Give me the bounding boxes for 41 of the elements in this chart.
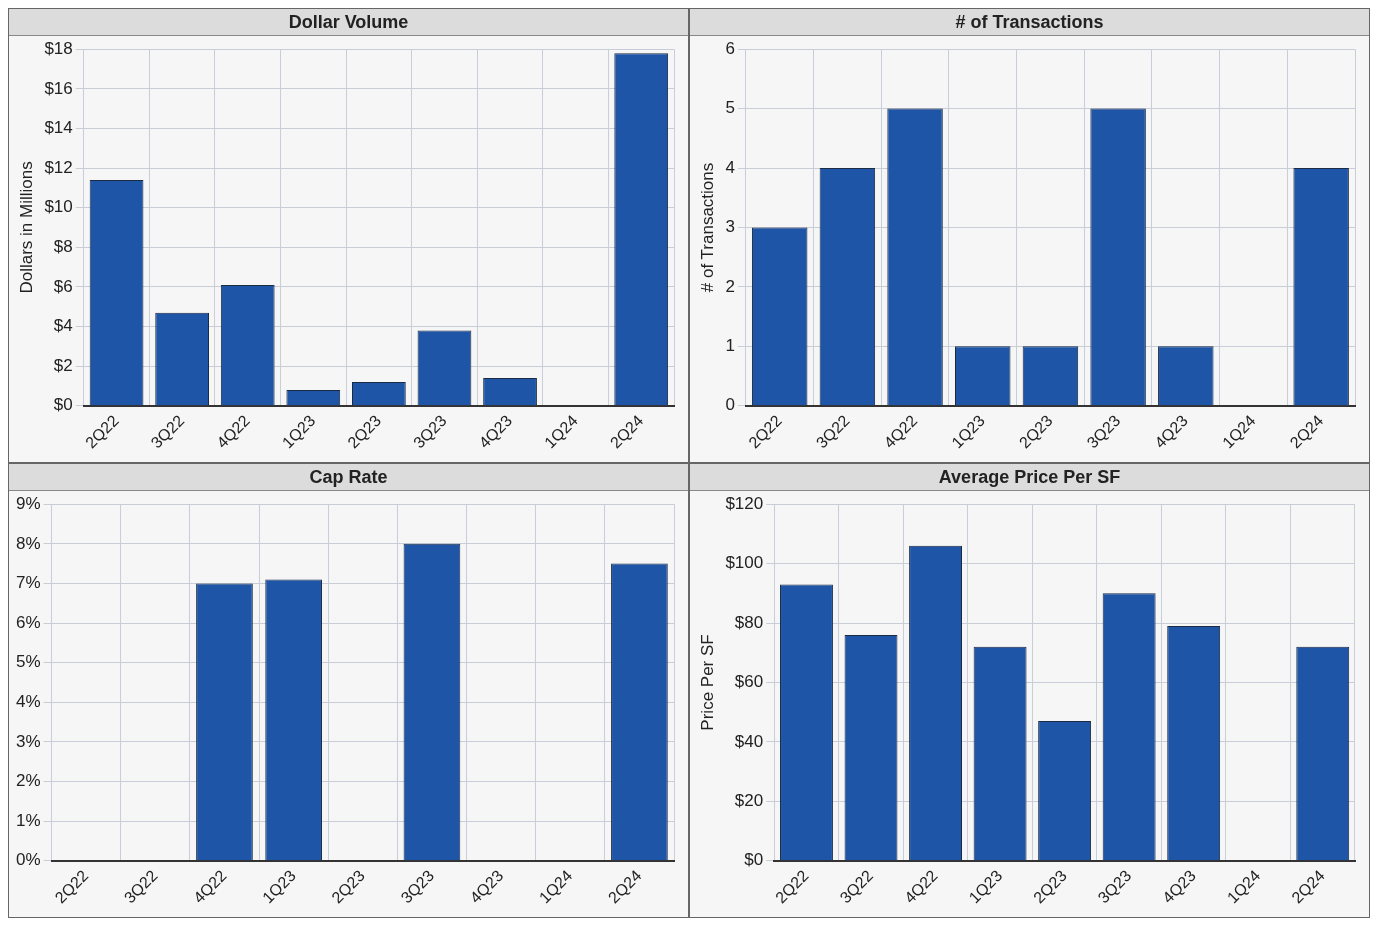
y-axis-title: Price Per SF xyxy=(697,634,717,731)
y-tick-label: $4 xyxy=(53,316,73,336)
y-axis-title: Dollars in Millions xyxy=(16,161,36,294)
y-tick-label: 2% xyxy=(15,771,41,791)
y-tick-label: 6 xyxy=(725,38,735,58)
y-tick-label: $16 xyxy=(44,78,73,98)
y-tick-label: $60 xyxy=(734,672,764,692)
y-tick-label: $20 xyxy=(734,791,764,811)
y-axis-title: # of Transactions xyxy=(697,162,717,293)
y-tick-label: 7% xyxy=(15,573,41,593)
chart-title: Average Price Per SF xyxy=(690,464,1369,491)
chart-title: Dollar Volume xyxy=(9,9,688,36)
y-tick-label: 1 xyxy=(725,336,735,356)
y-tick-label: 0 xyxy=(725,395,735,415)
y-tick-label: $10 xyxy=(44,197,73,217)
chart-title: Cap Rate xyxy=(9,464,688,491)
y-tick-label: $0 xyxy=(744,850,764,870)
y-tick-label: $0 xyxy=(53,395,73,415)
y-tick-label: 0% xyxy=(15,850,41,870)
y-tick-label: 3 xyxy=(725,217,735,237)
y-tick-label: 1% xyxy=(15,810,41,830)
y-tick-label: $6 xyxy=(53,276,73,296)
y-tick-label: 5% xyxy=(15,652,41,672)
y-tick-label: 3% xyxy=(15,731,41,751)
y-tick-label: $14 xyxy=(44,118,73,138)
y-tick-label: 2 xyxy=(725,276,735,296)
y-tick-label: $8 xyxy=(53,236,73,256)
y-tick-label: $120 xyxy=(725,493,764,513)
y-tick-label: 8% xyxy=(15,533,41,553)
y-tick-label: $40 xyxy=(734,731,764,751)
y-tick-label: 9% xyxy=(15,493,41,513)
y-tick-label: 5 xyxy=(725,98,735,118)
y-tick-label: $80 xyxy=(734,612,764,632)
y-tick-label: $100 xyxy=(725,553,764,573)
y-tick-label: $12 xyxy=(44,157,73,177)
y-tick-label: 6% xyxy=(15,612,41,632)
y-tick-label: 4 xyxy=(725,157,735,177)
chart-title: # of Transactions xyxy=(690,9,1369,36)
y-tick-label: 4% xyxy=(15,691,41,711)
y-tick-label: $2 xyxy=(53,355,73,375)
y-tick-label: $18 xyxy=(44,38,73,58)
